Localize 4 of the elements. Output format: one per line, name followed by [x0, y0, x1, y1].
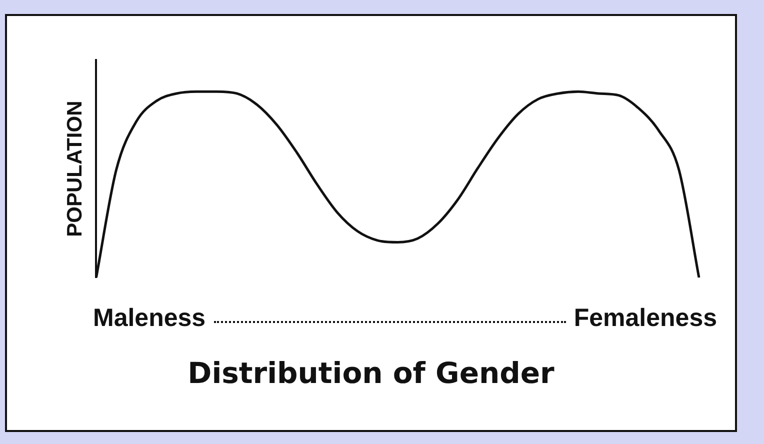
y-axis-title: POPULATION [63, 100, 86, 237]
x-axis-title: Distribution of Gender [186, 356, 556, 390]
text: Maleness [93, 304, 206, 333]
text: Femaleness [574, 304, 717, 333]
